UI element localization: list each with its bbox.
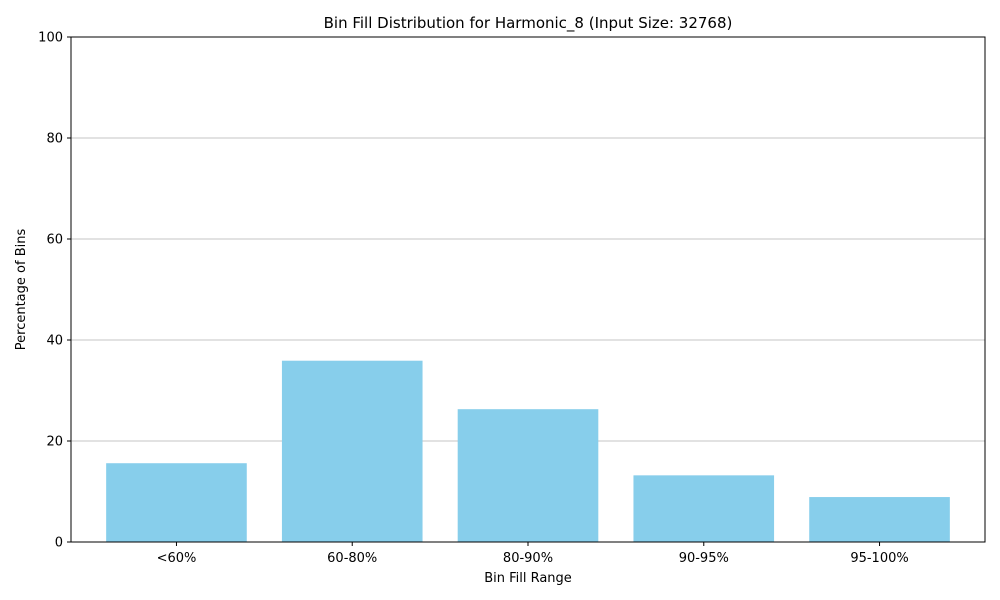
y-axis-label: Percentage of Bins [14,229,29,351]
bar-0 [106,463,247,542]
chart-title: Bin Fill Distribution for Harmonic_8 (In… [324,14,733,33]
y-tick-label: 80 [46,132,63,147]
y-tick-label: 60 [46,233,63,248]
x-tick-label: 95-100% [850,551,908,566]
bar-3 [633,475,775,542]
bars [106,360,950,542]
y-tick-label: 40 [46,334,63,349]
x-ticks: <60% 60-80% 80-90% 90-95% 95-100% [157,542,909,566]
bar-2 [457,409,599,542]
x-tick-label: 90-95% [679,551,729,566]
y-gridlines [71,137,985,442]
x-tick-label: <60% [157,551,197,566]
x-axis-label: Bin Fill Range [484,571,572,586]
bar-4 [809,497,950,542]
y-tick-label: 20 [46,435,63,450]
y-tick-label: 100 [38,31,63,46]
y-tick-label: 0 [55,536,63,551]
y-ticks: 0 20 40 60 80 100 [38,31,71,551]
x-tick-label: 60-80% [327,551,377,566]
x-tick-label: 80-90% [503,551,553,566]
bar-1 [281,360,423,542]
